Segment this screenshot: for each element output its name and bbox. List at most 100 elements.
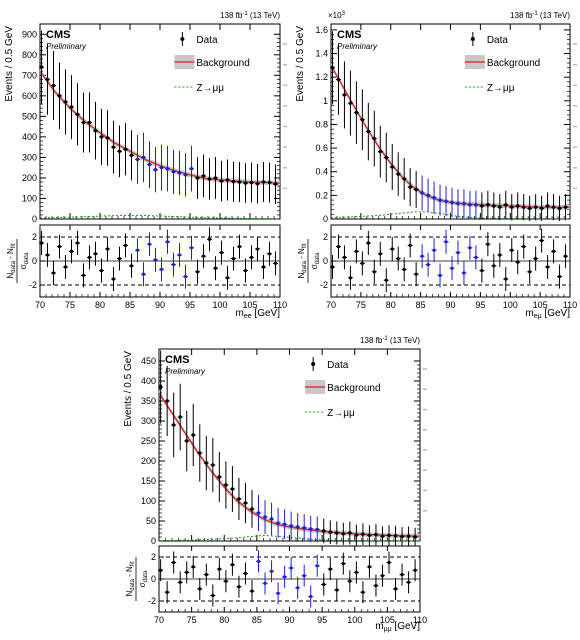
energy-label: (13 TeV)	[538, 11, 571, 20]
data-point	[321, 518, 327, 544]
ratio-point	[366, 555, 372, 578]
data-marker	[171, 423, 176, 427]
ratio-marker	[261, 265, 266, 269]
data-marker	[153, 168, 158, 172]
data-marker	[468, 203, 472, 207]
x-tick-label: 80	[386, 300, 396, 310]
data-point	[413, 171, 419, 208]
ratio-marker	[135, 248, 140, 252]
legend: Data Background Z→μμ	[305, 357, 381, 419]
data-point	[329, 31, 335, 105]
ratio-marker	[438, 273, 442, 277]
ratio-marker	[159, 267, 164, 271]
ratio-marker	[432, 248, 436, 252]
x-tick-label: 105	[380, 615, 395, 625]
y-tick-label: 0	[151, 536, 156, 546]
ratio-marker	[414, 272, 418, 276]
ratio-marker	[322, 582, 326, 587]
data-marker	[237, 497, 241, 501]
data-point	[437, 184, 443, 216]
ratio-marker	[522, 245, 526, 249]
ratio-point	[249, 580, 255, 603]
ratio-marker	[492, 264, 496, 268]
data-marker	[527, 206, 532, 211]
x-axis-var: m	[525, 308, 533, 319]
data-marker	[99, 135, 104, 139]
ratio-point	[219, 240, 224, 265]
ratio-point	[359, 251, 365, 276]
data-marker	[87, 120, 92, 125]
ratio-marker	[171, 263, 176, 267]
legend-data-marker	[470, 37, 475, 41]
ratio-fit-sub: fit	[302, 243, 308, 248]
data-point	[371, 110, 377, 167]
data-point	[153, 147, 158, 193]
lumi-unit-exponent: -1	[382, 336, 388, 342]
data-point	[359, 89, 365, 151]
ratio-marker	[191, 565, 195, 569]
y-tick-label: 250	[141, 436, 156, 446]
ratio-point	[437, 263, 443, 288]
ratio-marker	[450, 266, 454, 270]
chart-panel-3: 0 50 100 150 200 250 300 350 400 450 70 75 80 85 90 95 1…	[123, 336, 427, 633]
y-tick-label: 500	[22, 111, 37, 121]
ratio-sigma-sub: data	[143, 570, 149, 582]
ratio-y-tick-label: -2	[29, 280, 37, 290]
data-point	[340, 522, 346, 545]
ratio-marker	[256, 559, 261, 564]
data-marker	[354, 533, 359, 537]
data-point	[105, 110, 110, 166]
ratio-marker	[276, 591, 280, 595]
data-point	[171, 149, 176, 194]
ratio-point	[399, 563, 405, 586]
ratio-marker	[504, 277, 508, 281]
x-tick-label: 105	[533, 300, 548, 310]
data-marker	[432, 196, 436, 200]
ratio-marker	[540, 239, 544, 243]
ratio-marker	[302, 574, 306, 578]
x-axis-sub: μμ	[384, 626, 392, 633]
ratio-denominator: σdata	[310, 252, 321, 269]
ratio-marker	[63, 265, 68, 269]
ratio-point	[386, 551, 392, 574]
ratio-point	[551, 239, 557, 264]
ratio-point	[365, 231, 371, 255]
ratio-marker	[69, 249, 74, 253]
ratio-point	[129, 253, 134, 278]
ratio-marker	[348, 276, 353, 280]
x-tick-label: 75	[356, 300, 366, 310]
ratio-marker	[420, 254, 424, 258]
data-point	[190, 403, 196, 467]
data-marker	[178, 415, 182, 419]
ratio-marker	[384, 278, 388, 282]
data-point	[184, 410, 190, 472]
data-point	[255, 163, 260, 204]
data-marker	[309, 527, 313, 531]
legend: Data Background Z→μμ	[464, 32, 540, 94]
ratio-marker	[159, 568, 163, 572]
ratio-point	[216, 558, 222, 581]
ratio-point	[443, 229, 449, 254]
data-point	[360, 523, 366, 546]
data-marker	[135, 157, 140, 162]
ratio-point	[329, 255, 335, 279]
ratio-point	[184, 561, 190, 584]
ratio-marker	[81, 273, 86, 277]
ratio-point	[141, 262, 146, 287]
ratio-marker	[372, 270, 376, 274]
ratio-fit-sub: fit	[130, 561, 136, 566]
ratio-marker	[211, 593, 215, 598]
data-point	[449, 187, 455, 218]
ratio-point	[87, 245, 92, 270]
y-tick-label: 700	[22, 70, 37, 80]
ratio-denominator: σdata	[138, 570, 149, 587]
ratio-marker	[408, 243, 412, 247]
data-marker	[158, 385, 163, 389]
ratio-point	[135, 238, 140, 263]
data-marker	[426, 193, 430, 198]
ratio-marker	[51, 271, 56, 275]
x-tick-label: 100	[212, 300, 227, 310]
data-point	[117, 125, 122, 178]
ratio-marker	[129, 264, 134, 268]
